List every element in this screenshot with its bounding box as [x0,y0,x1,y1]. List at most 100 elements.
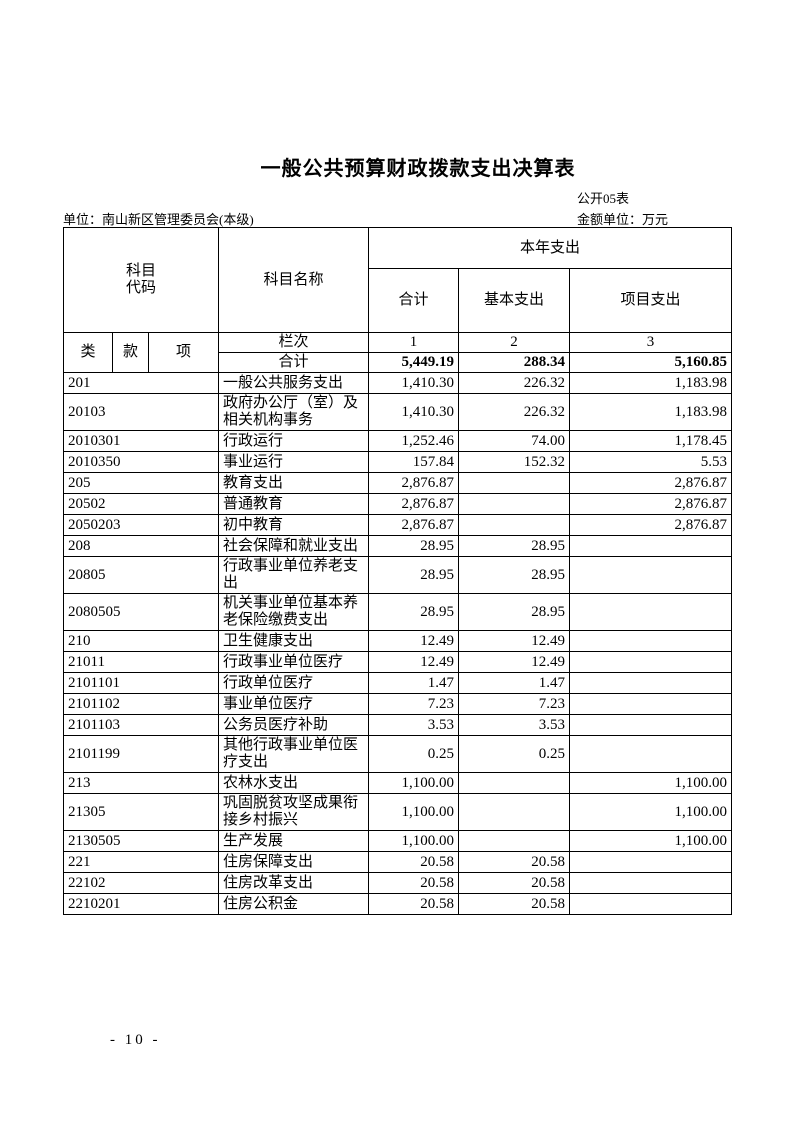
row-total-value: 2,876.87 [368,472,460,494]
table-row: 2010350 事业运行 157.84 152.32 5.53 [62,451,733,473]
table-row: 20502 普通教育 2,876.87 2,876.87 [62,493,733,515]
row-project-value [569,893,733,915]
row-basic-value: 20.58 [458,872,571,894]
row-code: 2080505 [62,593,220,631]
row-basic-value: 74.00 [458,430,571,452]
row-name: 住房改革支出 [218,872,370,894]
row-basic-value [458,493,571,515]
row-name: 住房保障支出 [218,851,370,873]
table-row: 205 教育支出 2,876.87 2,876.87 [62,472,733,494]
column-number-3: 3 [569,332,733,353]
row-code: 208 [62,535,220,557]
row-code: 201 [62,372,220,394]
header-row-1: 科目 代码 科目名称 本年支出 [62,227,733,333]
row-code: 2101199 [62,735,220,773]
row-name: 公务员医疗补助 [218,714,370,736]
table-row: 22102 住房改革支出 20.58 20.58 [62,872,733,894]
row-basic-value: 28.95 [458,535,571,557]
totals-row: 合计 5,449.19 288.34 5,160.85 [64,352,733,373]
row-code: 2210201 [62,893,220,915]
row-basic-value [458,514,571,536]
totals-total: 5,449.19 [368,352,460,373]
row-basic-value [458,830,571,852]
row-total-value: 3.53 [368,714,460,736]
column-number-2: 2 [458,332,571,353]
row-code: 2010301 [62,430,220,452]
row-code: 213 [62,772,220,794]
row-basic-value: 226.32 [458,372,571,394]
table-row: 20805 行政事业单位养老支 出 28.95 28.95 [62,556,733,594]
table-header: 科目 代码 科目名称 本年支出 合计 基本支出 项目支出 类 款 项 栏次 1 … [62,227,733,373]
row-project-value [569,672,733,694]
row-total-value: 157.84 [368,451,460,473]
row-basic-value: 0.25 [458,735,571,773]
row-basic-value [458,772,571,794]
row-basic-value: 12.49 [458,651,571,673]
table-row: 213 农林水支出 1,100.00 1,100.00 [62,772,733,794]
row-total-value: 1,410.30 [368,393,460,431]
table-row: 2101103 公务员医疗补助 3.53 3.53 [62,714,733,736]
row-total-value: 20.58 [368,851,460,873]
header-row-column-index: 类 款 项 栏次 1 2 3 [63,332,733,373]
row-code: 20103 [62,393,220,431]
table-row: 21011 行政事业单位医疗 12.49 12.49 [62,651,733,673]
row-name: 事业单位医疗 [218,693,370,715]
table-row: 2101101 行政单位医疗 1.47 1.47 [62,672,733,694]
row-name: 卫生健康支出 [218,630,370,652]
row-total-value: 1,100.00 [368,830,460,852]
row-name: 农林水支出 [218,772,370,794]
row-basic-value [458,472,571,494]
row-total-value: 2,876.87 [368,514,460,536]
row-project-value: 5.53 [569,451,733,473]
header-project-expenditure: 项目支出 [569,268,733,333]
row-total-value: 7.23 [368,693,460,715]
row-basic-value: 12.49 [458,630,571,652]
row-code: 2101101 [62,672,220,694]
amount-unit-label: 金额单位：万元 [577,212,669,227]
row-total-value: 0.25 [368,735,460,773]
row-project-value: 1,183.98 [569,372,733,394]
row-project-value [569,693,733,715]
row-basic-value: 28.95 [458,593,571,631]
table-row: 2210201 住房公积金 20.58 20.58 [62,893,733,915]
unit-label: 单位：南山新区管理委员会(本级) [63,212,254,227]
page-title: 一般公共预算财政拨款支出决算表 [260,158,576,180]
row-code: 20805 [62,556,220,594]
row-project-value [569,872,733,894]
row-basic-value: 20.58 [458,893,571,915]
table-row: 2080505 机关事业单位基本养 老保险缴费支出 28.95 28.95 [62,593,733,631]
row-total-value: 1,100.00 [368,772,460,794]
row-code: 2101102 [62,693,220,715]
row-name: 巩固脱贫攻坚成果衔 接乡村振兴 [218,793,370,831]
totals-basic: 288.34 [458,352,571,373]
row-project-value: 1,100.00 [569,793,733,831]
row-code: 21305 [62,793,220,831]
row-name: 住房公积金 [218,893,370,915]
row-project-value: 1,100.00 [569,772,733,794]
row-total-value: 2,876.87 [368,493,460,515]
totals-row-label: 合计 [218,352,370,373]
column-number-1: 1 [368,332,460,353]
row-basic-value: 226.32 [458,393,571,431]
row-project-value: 1,183.98 [569,393,733,431]
row-code: 2101103 [62,714,220,736]
row-name: 教育支出 [218,472,370,494]
row-total-value: 12.49 [368,651,460,673]
header-total: 合计 [368,268,460,333]
row-code: 221 [62,851,220,873]
row-code: 210 [62,630,220,652]
row-name: 行政事业单位养老支 出 [218,556,370,594]
row-project-value [569,735,733,773]
table-row: 2130505 生产发展 1,100.00 1,100.00 [62,830,733,852]
row-project-value [569,593,733,631]
table-row: 201 一般公共服务支出 1,410.30 226.32 1,183.98 [62,372,733,394]
row-name: 社会保障和就业支出 [218,535,370,557]
row-project-value [569,556,733,594]
page-number: - 10 - [110,1032,161,1048]
row-total-value: 1,100.00 [368,793,460,831]
row-project-value: 2,876.87 [569,472,733,494]
table-row: 210 卫生健康支出 12.49 12.49 [62,630,733,652]
header-class: 类 [63,332,113,373]
row-total-value: 28.95 [368,535,460,557]
row-project-value [569,535,733,557]
